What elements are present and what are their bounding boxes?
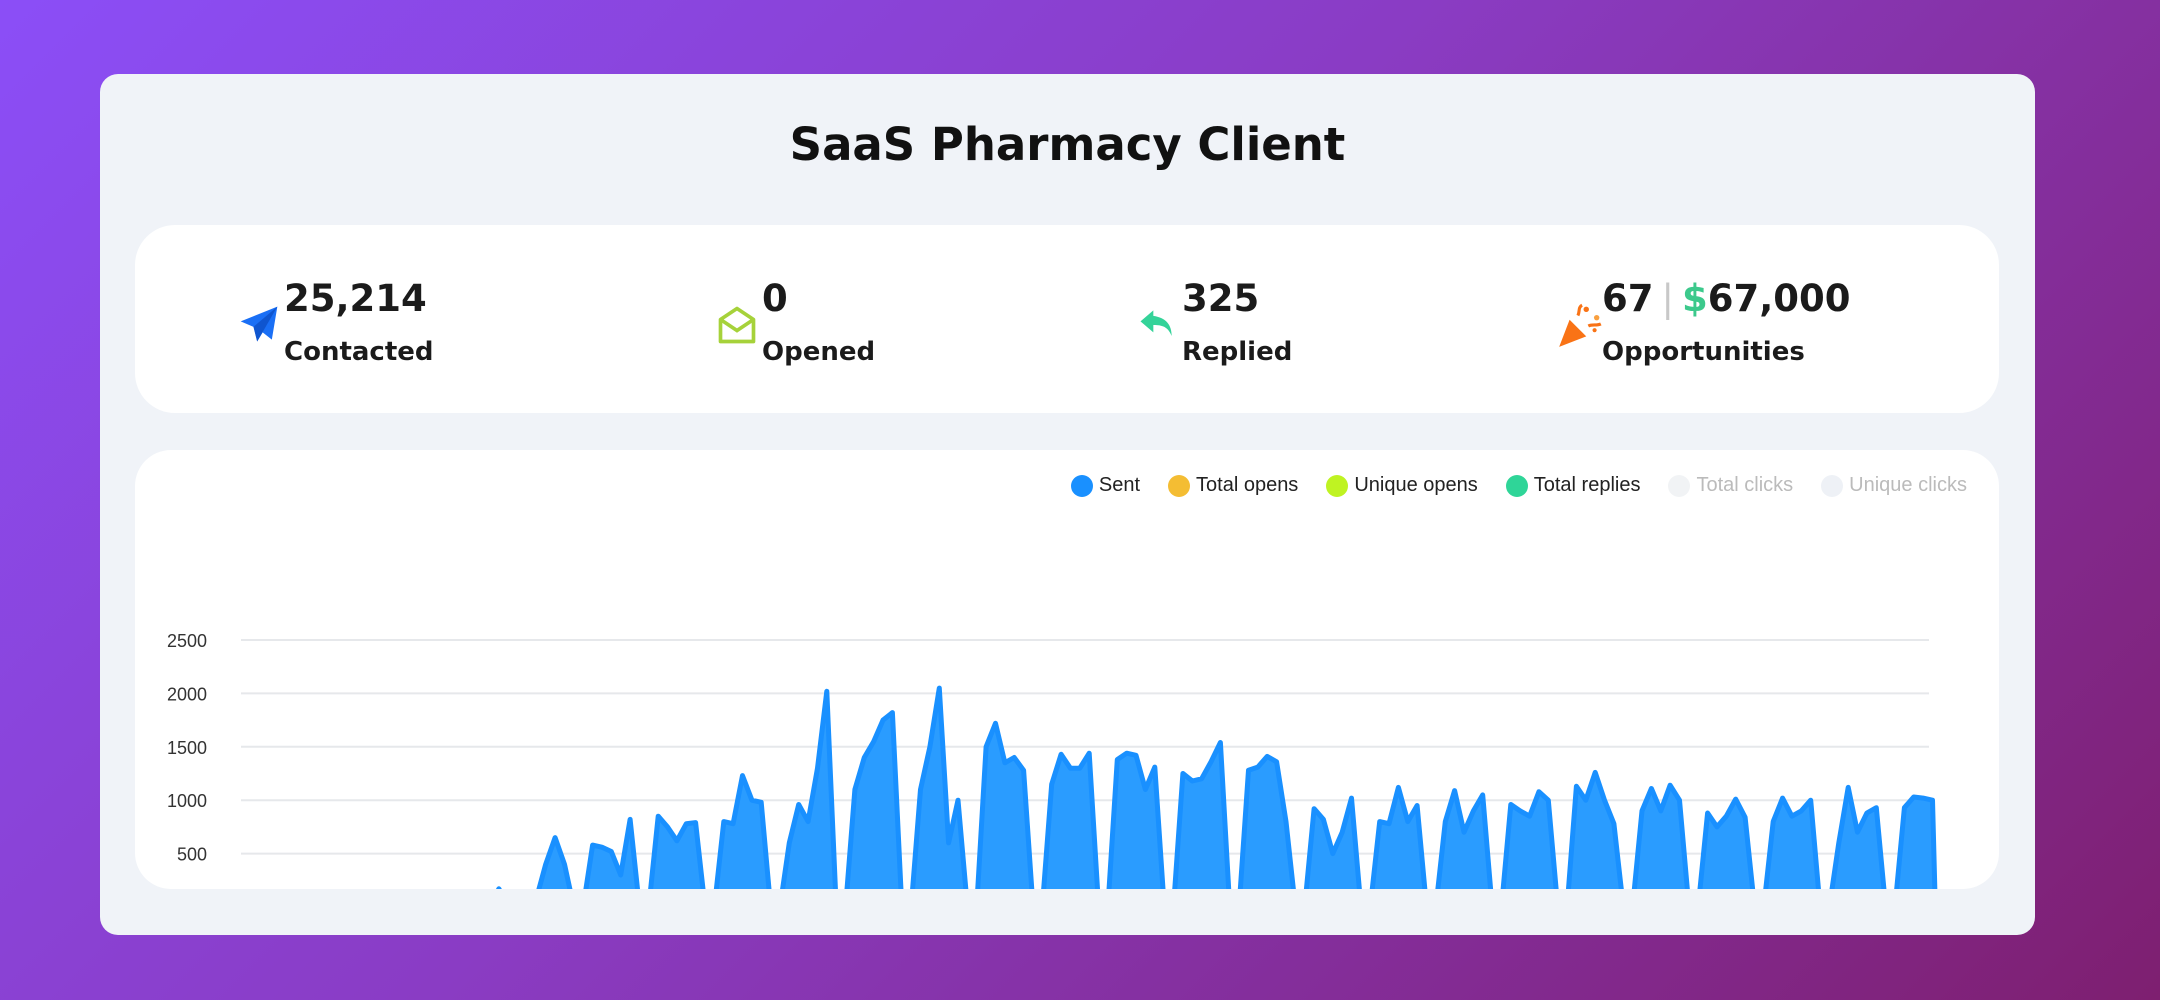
dashboard-panel: SaaS Pharmacy Client 25,214 Contacted 0 … [100,74,2035,935]
y-tick-label: 1500 [167,738,207,758]
y-tick-label: 2500 [167,631,207,651]
contacted-label: Contacted [284,337,434,367]
replied-label: Replied [1182,337,1293,367]
legend-item-total-opens[interactable]: Total opens [1168,474,1298,497]
legend-dot [1505,474,1528,497]
reply-icon [1140,310,1172,336]
page-title: SaaS Pharmacy Client [789,118,1346,171]
y-tick-label: 1000 [167,791,207,811]
legend-dot [1326,474,1349,497]
series-sent-area [495,685,1938,889]
opportunities-label: Opportunities [1602,337,1805,367]
legend-label: Unique clicks [1849,474,1967,496]
legend-item-total-clicks[interactable]: Total clicks [1668,474,1793,497]
replied-value: 325 [1182,277,1260,320]
paper-plane-icon [240,306,278,342]
y-tick-label: 500 [177,845,207,865]
legend-dot [1070,474,1093,497]
legend-label: Sent [1098,474,1141,496]
contacted-value: 25,214 [284,277,427,320]
chart-card: 0500100015002000250001 Apr01 May01 Jun01… [135,450,1999,889]
opportunities-count: 67 [1602,277,1654,320]
legend-item-sent[interactable]: Sent [1070,474,1141,497]
y-tick-label: 2000 [167,684,207,704]
legend-label: Total clicks [1696,474,1794,496]
legend-item-total-replies[interactable]: Total replies [1505,474,1641,497]
stats-card: 25,214 Contacted 0 Opened 325 Replied 67… [135,225,1999,413]
opened-value: 0 [762,277,788,320]
opened-label: Opened [762,337,876,367]
envelope-open-icon [718,306,756,344]
separator: | [1661,277,1674,320]
opportunities-amount: 67,000 [1707,277,1851,320]
party-popper-icon [1559,303,1602,347]
legend-item-unique-clicks[interactable]: Unique clicks [1821,474,1967,497]
legend-label: Unique opens [1354,474,1478,496]
legend-item-unique-opens[interactable]: Unique opens [1326,474,1478,497]
opportunities-value: 67 | $67,000 [1602,277,1851,320]
chart-legend: Sent Total opens Unique opens Total replies… [1070,474,1967,497]
sent-chart: 0500100015002000250001 Apr01 May01 Jun01… [167,631,1938,889]
legend-dot [1821,474,1844,497]
legend-dot [1668,474,1691,497]
legend-label: Total replies [1533,474,1641,496]
dollar-sign: $ [1681,277,1708,320]
legend-label: Total opens [1196,474,1299,496]
legend-dot [1168,474,1191,497]
